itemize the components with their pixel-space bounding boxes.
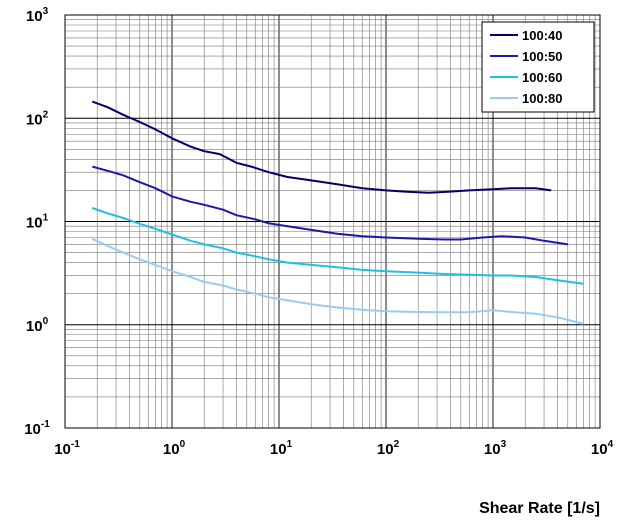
series-line-1 (91, 100, 552, 194)
y-tick-label: 103 (26, 6, 49, 25)
x-tick-labels: 10-1 100 101 102 103 104 (54, 439, 613, 458)
legend-label: 100:80 (522, 91, 562, 106)
plot-frame (64, 14, 601, 429)
x-tick-label: 10-1 (54, 439, 80, 458)
legend-label: 100:60 (522, 70, 562, 85)
y-tick-label: 10-1 (24, 419, 50, 438)
x-tick-label: 100 (163, 439, 186, 458)
legend: 100:40 100:50 100:60 100:80 (481, 21, 595, 113)
y-tick-label: 101 (26, 213, 49, 232)
series-line-2 (92, 165, 568, 246)
x-tick-label: 102 (377, 439, 400, 458)
x-axis-label: Shear Rate [1/s] (479, 500, 600, 517)
x-tick-label: 103 (484, 439, 507, 458)
series-lines (91, 100, 584, 325)
legend-label: 100:50 (522, 49, 562, 64)
grid (65, 15, 600, 428)
series-line-3 (91, 207, 584, 285)
y-tick-labels: 10-1 100 101 102 103 (24, 6, 50, 438)
series-line-4 (91, 237, 584, 325)
y-tick-label: 102 (26, 109, 49, 128)
x-tick-label: 101 (270, 439, 293, 458)
y-tick-label: 100 (26, 316, 49, 335)
legend-label: 100:40 (522, 28, 562, 43)
x-tick-label: 104 (591, 439, 614, 458)
